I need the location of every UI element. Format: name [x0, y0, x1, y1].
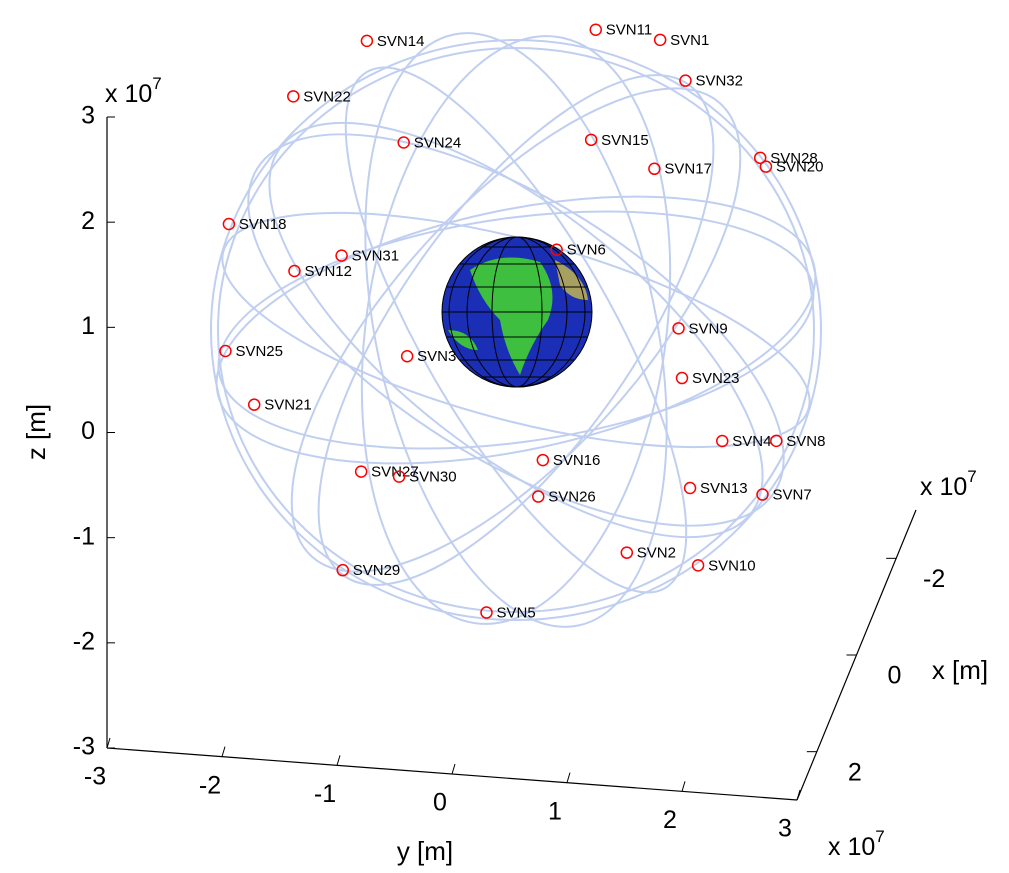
y-tick-label: 2 [663, 806, 677, 834]
satellite [480, 606, 493, 619]
satellite-label: SVN13 [700, 480, 748, 497]
satellite-label: SVN25 [235, 343, 283, 360]
satellite-label: SVN7 [773, 486, 812, 503]
y-tick-label: 3 [778, 815, 792, 843]
satellite [584, 133, 598, 147]
satellite-label: SVN18 [239, 216, 287, 233]
satellite [759, 160, 773, 173]
axes [106, 117, 917, 801]
satellite-label: SVN8 [786, 433, 825, 450]
z-tick-label: 2 [81, 207, 95, 235]
orbits [210, 32, 822, 628]
y-tick [106, 737, 111, 749]
satellite-label: SVN28 [770, 150, 818, 167]
satellite [288, 264, 301, 278]
satellite-label: SVN17 [664, 161, 712, 178]
satellite [354, 465, 368, 478]
y-tick [221, 746, 226, 757]
satellite-label: SVN24 [414, 134, 462, 151]
x-tick-label: 2 [848, 758, 862, 786]
satellite [335, 249, 348, 262]
satellite [653, 33, 667, 47]
satellite-label: SVN1 [670, 32, 709, 49]
satellite-label: SVN9 [689, 320, 728, 337]
z-tick-label: -1 [73, 522, 95, 550]
satellite [360, 34, 374, 48]
satellite [392, 470, 406, 483]
satellite [648, 162, 661, 176]
satellite-label: SVN26 [548, 489, 596, 506]
z-axis-scale: x 107 [105, 74, 162, 107]
y-tick [336, 755, 341, 766]
satellite-label: SVN5 [497, 605, 536, 622]
satellite-label: SVN22 [303, 88, 351, 105]
y-tick-label: -2 [199, 771, 221, 799]
z-tick-label: 1 [81, 312, 95, 340]
satellite [400, 350, 414, 363]
z-tick-label: -3 [73, 733, 95, 761]
satellite [770, 434, 783, 448]
y-tick [796, 789, 801, 801]
satellite-label: SVN29 [353, 562, 401, 579]
satellite-label: SVN30 [409, 469, 457, 486]
satellite [222, 217, 236, 231]
y-tick-label: 1 [548, 797, 562, 825]
satellite [219, 344, 232, 358]
satellite-label: SVN6 [567, 242, 606, 259]
y-tick [681, 781, 686, 792]
satellite-label: SVN11 [606, 22, 652, 39]
satellite-label: SVN31 [352, 248, 400, 265]
satellite [691, 559, 705, 572]
satellite-label: SVN15 [601, 132, 649, 149]
satellite [536, 453, 550, 467]
satellite-label: SVN20 [776, 159, 824, 176]
satellite [532, 490, 545, 503]
satellite [287, 90, 300, 103]
satellite [336, 563, 349, 577]
satellite [753, 151, 767, 165]
globe [441, 236, 593, 388]
satellite [675, 371, 689, 385]
x-tick-label: 0 [888, 662, 902, 690]
satellite [247, 398, 261, 411]
satellite-label: SVN32 [695, 73, 743, 90]
satellite-label: SVN10 [708, 557, 756, 574]
satellite-label: SVN21 [264, 397, 312, 414]
satellite [397, 136, 410, 149]
satellite-label: SVN16 [553, 452, 601, 469]
y-axis-label: y [m] [397, 836, 453, 866]
y-tick [566, 772, 571, 783]
z-tick-label: 0 [81, 417, 95, 445]
y-axis-scale: x 107 [828, 827, 885, 860]
x-tick-label: -2 [923, 565, 945, 593]
satellite-label: SVN2 [637, 545, 676, 562]
satellite [589, 23, 602, 36]
z-tick-label: -2 [73, 627, 95, 655]
y-tick-label: -1 [314, 780, 336, 808]
satellite [756, 488, 769, 501]
satellite-label: SVN23 [692, 370, 740, 387]
y-tick-label: -3 [84, 763, 106, 791]
y-tick-label: 0 [433, 789, 447, 817]
x-axis-label: x [m] [932, 655, 988, 685]
x-axis-scale: x 107 [920, 467, 977, 500]
satellite-label: SVN12 [304, 263, 352, 280]
satellite [683, 481, 697, 495]
satellite-label: SVN14 [377, 33, 425, 50]
y-tick [451, 763, 456, 775]
z-axis-label: z [m] [21, 404, 51, 460]
satellite [550, 243, 563, 256]
satellite [679, 74, 692, 87]
satellite-label: SVN4 [732, 433, 771, 450]
satellite [716, 434, 729, 448]
satellite [672, 322, 685, 335]
satellite [620, 546, 634, 559]
z-tick-label: 3 [81, 102, 95, 130]
satellite-label: SVN3 [417, 348, 456, 365]
